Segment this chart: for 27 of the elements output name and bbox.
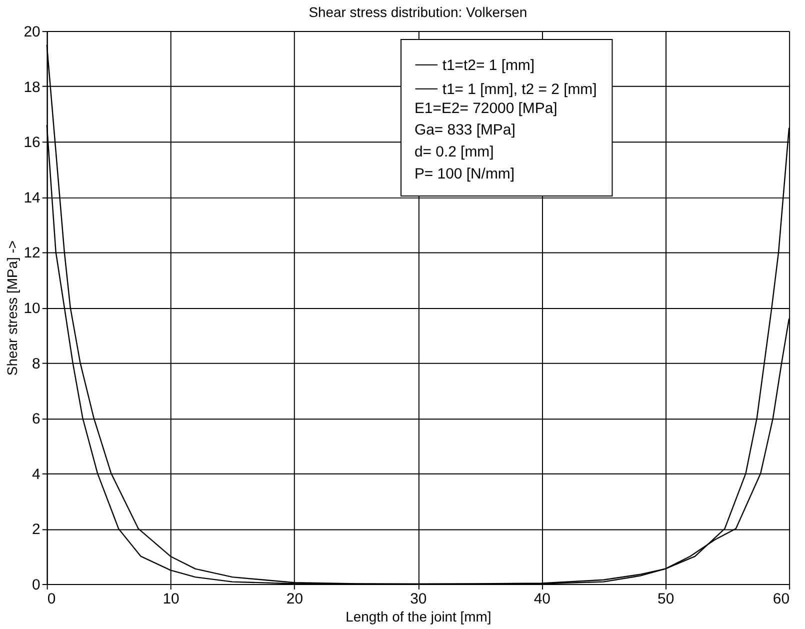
annotation: E1=E2= 72000 [MPa] [414, 100, 558, 117]
chart-title: Shear stress distribution: Volkersen [308, 4, 528, 20]
x-tick-label: 30 [410, 590, 427, 608]
x-tick-label: 60 [772, 590, 790, 608]
x-tick-label: 50 [658, 590, 674, 608]
x-tick-label: 0 [47, 590, 56, 608]
x-tick-label: 10 [162, 590, 180, 608]
x-tick-label: 20 [286, 590, 304, 608]
y-tick-label: 12 [24, 244, 40, 262]
annotation: d= 0.2 [mm] [414, 144, 494, 161]
x-tick-label: 40 [534, 590, 550, 608]
y-tick-label: 16 [24, 134, 40, 152]
y-tick-label: 18 [24, 78, 40, 96]
y-tick-label: 2 [32, 521, 40, 538]
y-axis-title: Shear stress [MPa] -> [4, 240, 20, 376]
annotation: P= 100 [N/mm] [414, 166, 514, 183]
y-tick-label: 14 [24, 189, 40, 206]
y-tick-label: 6 [32, 410, 40, 428]
x-axis-title: Length of the joint [mm] [346, 608, 492, 624]
y-tick-label: 0 [32, 576, 40, 594]
legend-label: t1=t2= 1 [mm] [442, 56, 535, 74]
annotation: Ga= 833 [MPa] [414, 122, 516, 139]
legend-label: t1= 1 [mm], t2 = 2 [mm] [442, 80, 597, 98]
y-tick-label: 8 [32, 355, 40, 372]
y-tick-label: 4 [32, 466, 40, 483]
y-tick-label: 20 [24, 24, 40, 41]
y-tick-label: 10 [24, 300, 40, 318]
